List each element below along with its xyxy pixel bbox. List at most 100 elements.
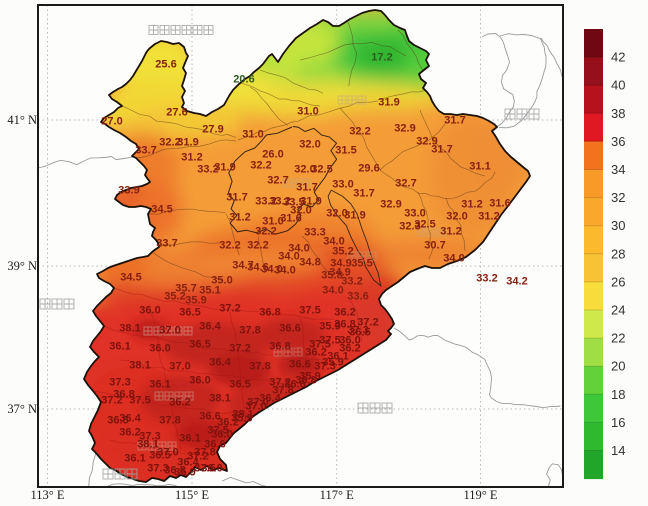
svg-text:37.8: 37.8: [159, 415, 180, 427]
svg-text:37.8: 37.8: [272, 385, 293, 397]
svg-text:119° E: 119° E: [463, 488, 497, 502]
svg-text:35.8: 35.8: [321, 270, 342, 282]
svg-text:34.0: 34.0: [323, 236, 344, 248]
svg-text:33.3: 33.3: [304, 227, 325, 239]
svg-text:29.6: 29.6: [358, 163, 379, 175]
svg-text:117° E: 117° E: [320, 488, 354, 502]
svg-text:35.0: 35.0: [211, 275, 232, 287]
svg-text:39° N: 39° N: [7, 259, 37, 273]
svg-text:36.6: 36.6: [199, 411, 220, 423]
svg-text:36.1: 36.1: [149, 379, 170, 391]
svg-text:37.3: 37.3: [139, 431, 160, 443]
svg-text:37.5: 37.5: [299, 305, 320, 317]
svg-text:32.3: 32.3: [399, 221, 420, 233]
svg-text:37.5: 37.5: [207, 425, 228, 437]
svg-text:31.9: 31.9: [177, 137, 198, 149]
svg-text:31.2: 31.2: [478, 211, 499, 223]
svg-text:36.2: 36.2: [334, 307, 355, 319]
svg-text:24: 24: [611, 303, 625, 318]
svg-text:34.6: 34.6: [247, 262, 268, 274]
svg-text:31.7: 31.7: [353, 188, 374, 200]
svg-text:36.4: 36.4: [119, 413, 141, 425]
svg-text:37.2: 37.2: [187, 451, 208, 463]
svg-text:38.1: 38.1: [129, 360, 150, 372]
svg-text:31.7: 31.7: [226, 192, 247, 204]
svg-text:16: 16: [611, 415, 625, 430]
svg-text:17.2: 17.2: [371, 52, 392, 64]
svg-text:37.0: 37.0: [169, 361, 190, 373]
svg-text:37.2: 37.2: [101, 395, 122, 407]
svg-text:35.2: 35.2: [164, 291, 185, 303]
svg-text:34.7: 34.7: [232, 260, 253, 272]
svg-text:37.3: 37.3: [347, 325, 368, 337]
svg-text:36.1: 36.1: [327, 351, 348, 363]
svg-text:36.0: 36.0: [149, 343, 170, 355]
svg-text:31.0: 31.0: [297, 106, 318, 118]
svg-text:34: 34: [611, 162, 625, 177]
svg-text:32.0: 32.0: [299, 139, 320, 151]
svg-text:31.9: 31.9: [344, 210, 365, 222]
svg-text:34.0: 34.0: [274, 265, 295, 277]
svg-text:36.0: 36.0: [201, 463, 222, 475]
svg-text:35.9: 35.9: [231, 413, 252, 425]
svg-text:20.6: 20.6: [233, 74, 254, 86]
svg-text:33.2: 33.2: [476, 273, 497, 285]
svg-text:36.8: 36.8: [259, 307, 280, 319]
svg-text:37.2: 37.2: [269, 377, 290, 389]
svg-text:31.2: 31.2: [440, 226, 461, 238]
svg-text:32.0: 32.0: [446, 211, 467, 223]
svg-text:34.8: 34.8: [299, 257, 320, 269]
svg-text:31.9: 31.9: [300, 196, 321, 208]
svg-text:36.6: 36.6: [204, 439, 225, 451]
svg-text:37.5: 37.5: [319, 335, 340, 347]
svg-text:33.2: 33.2: [255, 196, 276, 208]
svg-text:37.3: 37.3: [147, 463, 168, 475]
svg-text:37.0: 37.0: [245, 401, 266, 413]
svg-text:36.0: 36.0: [211, 429, 232, 441]
svg-text:33.9: 33.9: [118, 185, 139, 197]
svg-text:35.9: 35.9: [174, 467, 195, 479]
svg-text:37.3: 37.3: [109, 377, 130, 389]
svg-text:37.8: 37.8: [194, 447, 215, 459]
svg-text:36.8: 36.8: [164, 465, 185, 477]
svg-text:31.0: 31.0: [242, 129, 263, 141]
svg-text:32.0: 32.0: [290, 205, 311, 217]
svg-text:31.1: 31.1: [469, 161, 490, 173]
svg-text:33.2: 33.2: [197, 164, 218, 176]
svg-text:37.2: 37.2: [357, 317, 378, 329]
svg-text:32.9: 32.9: [394, 123, 415, 135]
svg-text:32.2: 32.2: [159, 137, 180, 149]
svg-text:34.0: 34.0: [443, 253, 464, 265]
svg-text:34.5: 34.5: [151, 204, 172, 216]
svg-text:33.5: 33.5: [283, 197, 304, 209]
svg-text:26.0: 26.0: [262, 149, 283, 161]
svg-text:34.0: 34.0: [322, 285, 343, 297]
svg-text:38.1: 38.1: [137, 439, 158, 451]
svg-text:36.1: 36.1: [109, 341, 130, 353]
svg-text:37.2: 37.2: [219, 303, 240, 315]
svg-text:36: 36: [611, 134, 625, 149]
svg-text:35.7: 35.7: [175, 283, 196, 295]
svg-text:35.1: 35.1: [199, 285, 220, 297]
svg-text:36.5: 36.5: [349, 327, 370, 339]
svg-text:36.0: 36.0: [189, 375, 210, 387]
svg-text:35.9: 35.9: [299, 371, 320, 383]
svg-text:36.5: 36.5: [189, 339, 210, 351]
svg-text:33.2: 33.2: [341, 276, 362, 288]
svg-text:35.5: 35.5: [351, 258, 372, 270]
svg-text:32.2: 32.2: [247, 240, 268, 252]
svg-text:37.5: 37.5: [194, 463, 215, 475]
svg-text:36.4: 36.4: [199, 321, 221, 333]
svg-text:31.9: 31.9: [214, 162, 235, 174]
svg-text:36.4: 36.4: [209, 357, 231, 369]
svg-text:36.2: 36.2: [119, 427, 140, 439]
svg-text:27.6: 27.6: [166, 107, 187, 119]
svg-text:31.7: 31.7: [296, 182, 317, 194]
svg-text:32.2: 32.2: [219, 240, 240, 252]
svg-text:34.0: 34.0: [278, 251, 299, 263]
svg-text:31.2: 31.2: [461, 199, 482, 211]
svg-text:32.2: 32.2: [255, 226, 276, 238]
svg-text:31.6: 31.6: [489, 198, 510, 210]
svg-text:32.2: 32.2: [250, 160, 271, 172]
svg-text:27.9: 27.9: [202, 124, 223, 136]
